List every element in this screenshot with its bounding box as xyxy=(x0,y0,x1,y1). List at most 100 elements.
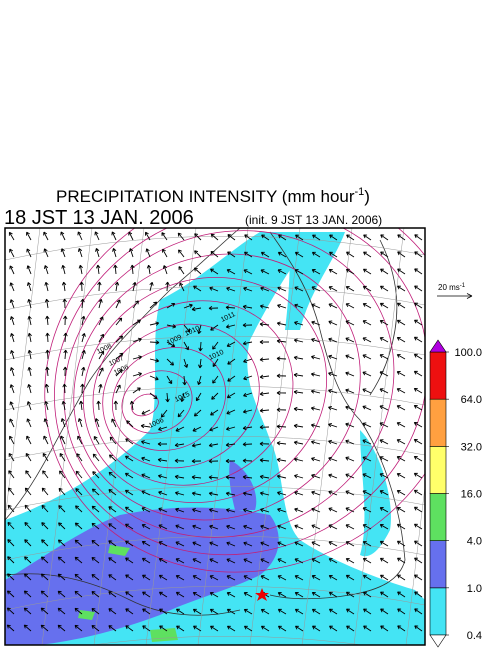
wind-arrow xyxy=(328,303,338,309)
colorbar-segment xyxy=(429,493,447,541)
isobar xyxy=(54,228,425,556)
wind-arrow xyxy=(91,539,100,547)
wind-arrow xyxy=(260,286,270,292)
wind-arrow xyxy=(211,392,219,400)
wind-arrow xyxy=(178,249,185,258)
wind-arrow xyxy=(7,556,15,564)
isobar xyxy=(82,276,328,504)
wind-arrow xyxy=(166,324,177,329)
wind-arrow xyxy=(125,540,134,547)
wind-arrow xyxy=(226,426,236,431)
wind-arrow xyxy=(244,234,253,241)
wind-arrow xyxy=(61,264,66,275)
wind-arrow xyxy=(210,250,219,258)
wind-arrow xyxy=(294,524,304,530)
wind-arrow xyxy=(149,375,159,381)
wind-arrow xyxy=(128,231,134,241)
wind-arrow xyxy=(293,338,304,343)
wind-arrow xyxy=(41,539,49,547)
wind-arrow xyxy=(362,439,372,445)
colorbar-label: 1.0 xyxy=(467,583,482,595)
wind-arrow xyxy=(277,541,287,547)
wind-arrow xyxy=(379,540,389,547)
wind-arrow xyxy=(345,405,355,411)
wind-arrow xyxy=(243,358,253,364)
wind-arrow xyxy=(396,388,406,394)
wind-arrow xyxy=(26,282,32,292)
wind-arrow xyxy=(294,286,304,292)
wind-arrow xyxy=(413,455,423,462)
wind-arrow xyxy=(294,591,304,598)
wind-arrow xyxy=(345,303,355,309)
wind-arrow xyxy=(413,404,423,411)
wind-arrow xyxy=(26,265,32,275)
wind-arrow xyxy=(132,372,142,377)
wind-arrow xyxy=(413,489,423,496)
wind-arrow xyxy=(9,248,15,258)
wind-arrow xyxy=(128,248,134,258)
wind-arrow xyxy=(259,474,270,480)
wind-arrow xyxy=(210,409,219,416)
wind-arrow xyxy=(208,491,219,496)
wind-arrow xyxy=(108,591,117,598)
wind-arrow xyxy=(74,607,83,615)
wind-arrow xyxy=(41,522,49,530)
wind-arrow xyxy=(362,268,372,275)
wind-arrow xyxy=(226,592,236,598)
wind-arrow xyxy=(58,487,66,496)
wind-arrow xyxy=(63,315,68,326)
wind-arrow xyxy=(227,358,236,365)
wind-arrow xyxy=(277,608,287,615)
wind-arrow xyxy=(379,456,389,462)
wind-arrow xyxy=(294,321,304,326)
wind-arrow xyxy=(44,383,50,394)
wind-arrow xyxy=(74,556,83,564)
wind-arrow xyxy=(175,575,185,581)
wind-arrow xyxy=(132,319,141,326)
lat-line xyxy=(90,635,365,645)
wind-arrow xyxy=(191,443,202,448)
wind-arrow xyxy=(79,281,84,292)
wind-arrow xyxy=(362,473,372,479)
wind-arrow xyxy=(328,490,338,496)
wind-arrow xyxy=(160,409,168,418)
wind-arrow xyxy=(242,442,253,447)
wind-arrow xyxy=(183,303,193,309)
isobar xyxy=(44,228,425,573)
wind-arrow xyxy=(23,590,32,598)
wind-arrow xyxy=(63,332,68,343)
wind-arrow xyxy=(328,473,338,479)
wind-arrow xyxy=(81,333,86,343)
wind-arrow xyxy=(259,339,270,345)
wind-arrow xyxy=(328,388,338,394)
wind-arrow xyxy=(149,358,160,363)
wind-arrow xyxy=(149,281,154,292)
wind-arrow xyxy=(158,541,168,547)
wind-arrow xyxy=(112,248,117,258)
wind-arrow xyxy=(243,608,253,615)
wind-arrow xyxy=(8,231,15,241)
wind-arrow xyxy=(113,264,118,275)
wind-arrow xyxy=(125,608,134,615)
wind-arrow xyxy=(42,452,49,462)
wind-arrow xyxy=(294,575,304,581)
wind-arrow xyxy=(44,281,49,292)
wind-arrow xyxy=(226,575,236,581)
wind-arrow xyxy=(115,299,121,309)
wind-arrow xyxy=(45,366,50,377)
wind-arrow xyxy=(6,590,15,598)
wind-arrow xyxy=(346,608,355,615)
precip-light xyxy=(285,232,345,330)
wind-arrow xyxy=(242,491,253,496)
wind-arrow xyxy=(175,541,185,547)
wind-arrow xyxy=(157,457,168,463)
wind-arrow xyxy=(7,521,15,530)
wind-arrow xyxy=(209,524,219,530)
wind-arrow xyxy=(413,353,423,360)
wind-arrow xyxy=(95,264,101,275)
wind-arrow xyxy=(45,332,50,343)
wind-arrow xyxy=(329,625,338,632)
wind-arrow xyxy=(9,435,15,445)
wind-arrow xyxy=(345,507,355,513)
wind-arrow xyxy=(379,507,389,513)
